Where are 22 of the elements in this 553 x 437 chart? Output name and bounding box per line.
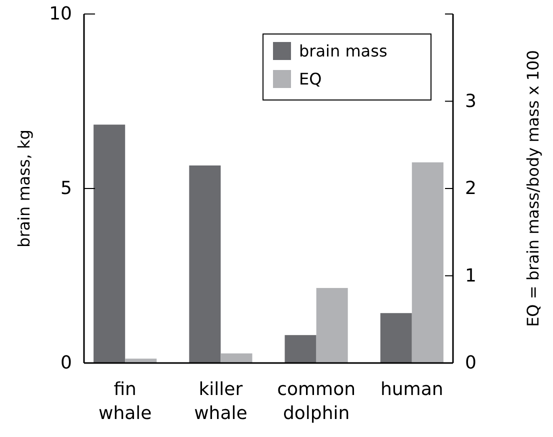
y2-tick-label: 1 bbox=[465, 265, 476, 286]
y-tick-label: 10 bbox=[49, 4, 72, 24]
y2-axis-title: EQ = brain mass/body mass x 100 bbox=[524, 50, 542, 327]
y-axis-title: brain mass, kg bbox=[14, 130, 34, 248]
bar bbox=[380, 313, 412, 363]
y2-tick-label: 2 bbox=[465, 178, 476, 199]
x-tick-label: fin whale bbox=[98, 379, 152, 424]
x-tick-label: common dolphin bbox=[277, 379, 356, 424]
legend-label: brain mass bbox=[299, 42, 388, 60]
y2-tick-label: 0 bbox=[465, 352, 476, 374]
bar bbox=[316, 288, 348, 363]
y2-tick-label: 3 bbox=[465, 90, 476, 112]
y-tick-label: 5 bbox=[60, 178, 72, 199]
bar bbox=[125, 358, 157, 363]
bar bbox=[412, 162, 444, 363]
x-tick-label: human bbox=[380, 379, 444, 400]
legend-label: EQ bbox=[299, 70, 322, 88]
y-tick-label: 0 bbox=[60, 352, 72, 374]
x-tick-label: killer whale bbox=[194, 379, 248, 424]
bar bbox=[189, 165, 221, 363]
bar bbox=[94, 124, 126, 363]
bar bbox=[220, 353, 252, 363]
